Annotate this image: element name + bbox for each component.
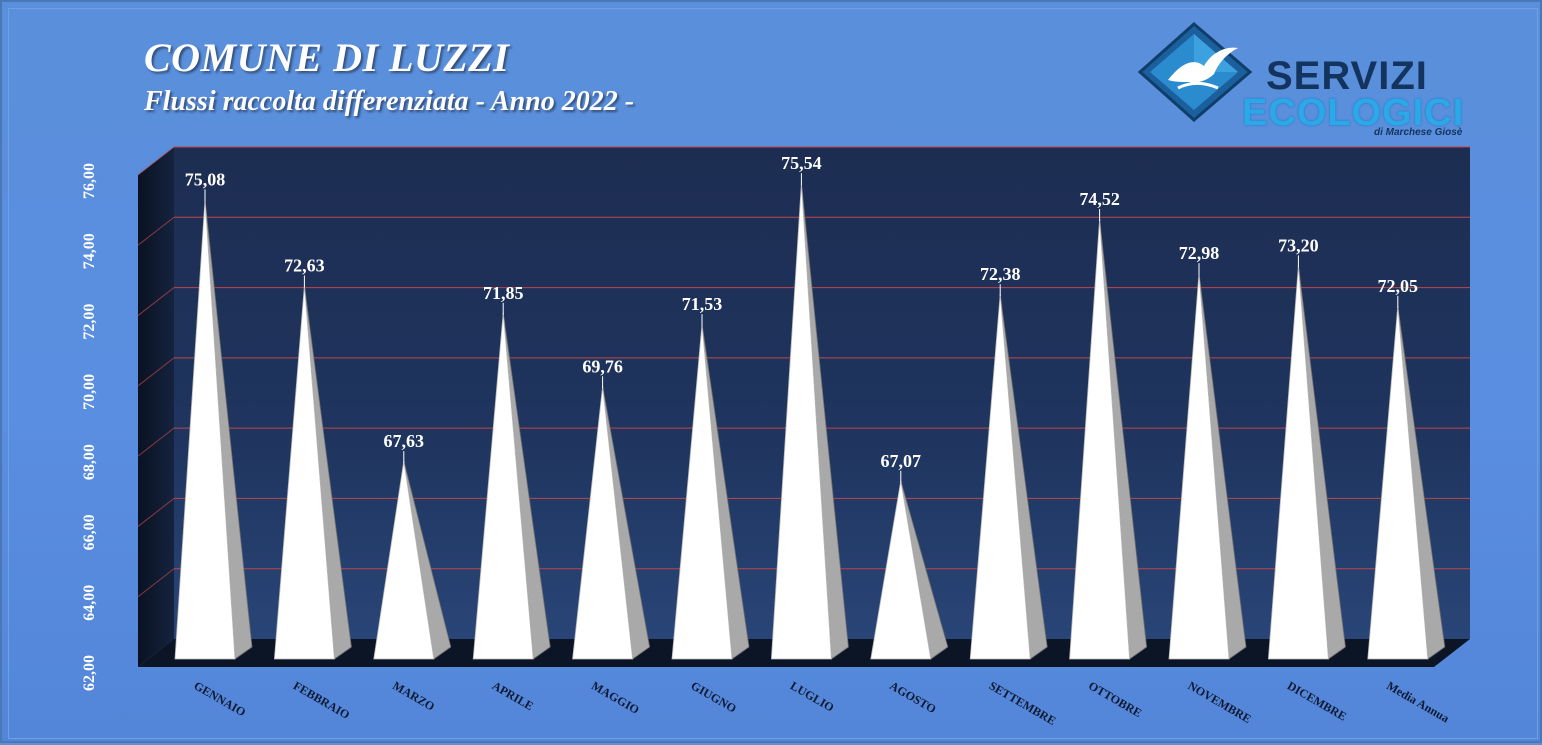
- bar-giugno: [671, 314, 750, 660]
- x-tick-label: MAGGIO: [589, 678, 642, 716]
- company-logo: SERVIZI ECOLOGICI di Marchese Giosè: [1138, 22, 1478, 152]
- grid-line-side: [137, 498, 175, 527]
- chart-subtitle: Flussi raccolta differenziata - Anno 202…: [144, 86, 635, 117]
- bar-dicembre: [1267, 255, 1346, 660]
- bar-luglio: [770, 173, 849, 660]
- x-tick-label: FEBBRAIO: [291, 678, 352, 721]
- bar-face: [273, 285, 335, 660]
- data-label: 73,20: [1278, 235, 1319, 255]
- y-tick-label: 66,00: [81, 514, 98, 550]
- bar-media-annua: [1367, 295, 1446, 660]
- side-wall: [138, 147, 174, 667]
- x-tick-label: GIUGNO: [689, 678, 739, 715]
- y-tick-label: 70,00: [81, 374, 98, 410]
- x-tick-label: MARZO: [390, 678, 437, 713]
- bar-face: [870, 480, 932, 660]
- y-tick-label: 72,00: [81, 304, 98, 340]
- data-label: 75,54: [781, 153, 822, 173]
- x-axis: GENNAIO FEBBRAIO MARZO APRILE MAGGIO GIUGNO LU…: [192, 678, 1452, 727]
- bar-maggio: [572, 376, 651, 660]
- y-tick-label: 76,00: [81, 163, 98, 199]
- x-tick-label: GENNAIO: [192, 678, 249, 719]
- data-label: 71,53: [682, 294, 723, 314]
- data-labels: 75,08 72,63 67,63 71,85 69,76 71,53 75,54 67,07…: [185, 153, 1418, 471]
- data-label: 74,52: [1079, 189, 1120, 209]
- bar-ottobre: [1069, 209, 1148, 660]
- bar-gennaio: [174, 189, 253, 660]
- bar-aprile: [472, 302, 551, 660]
- bar-face: [1267, 265, 1329, 660]
- bar-face: [1069, 218, 1131, 660]
- bar-marzo: [373, 451, 452, 660]
- grid-line-side: [137, 357, 175, 387]
- data-label: 67,07: [881, 451, 922, 471]
- chart-title: COMUNE DI LUZZI: [144, 35, 510, 80]
- bar-agosto: [870, 470, 949, 660]
- x-tick-label: OTTOBRE: [1086, 678, 1144, 720]
- y-axis: 62,00 64,00 66,00 68,00 70,00 72,00 74,00 76,00: [81, 163, 98, 691]
- data-label: 69,76: [582, 356, 623, 376]
- data-label: 72,63: [284, 255, 325, 275]
- x-tick-label: APRILE: [490, 678, 536, 713]
- bar-face: [373, 461, 435, 660]
- grid-line-side: [137, 568, 175, 598]
- y-tick-label: 74,00: [81, 233, 98, 269]
- data-label: 72,38: [980, 264, 1021, 284]
- bar-settembre: [969, 284, 1048, 660]
- bar-face: [671, 324, 733, 660]
- data-label: 67,63: [384, 431, 425, 451]
- logo-text-owner: di Marchese Giosè: [1374, 127, 1463, 138]
- x-tick-label: NOVEMBRE: [1186, 678, 1254, 725]
- data-label: 72,05: [1378, 276, 1419, 296]
- y-tick-label: 62,00: [81, 655, 98, 691]
- bar-face: [472, 312, 534, 660]
- grid-line-side: [137, 216, 175, 246]
- data-label: 72,98: [1179, 243, 1220, 263]
- grid-line-side: [137, 287, 175, 316]
- data-label: 71,85: [483, 283, 524, 303]
- data-label: 75,08: [185, 169, 226, 189]
- bar-face: [1168, 273, 1230, 660]
- bar-face: [969, 294, 1031, 660]
- seagull-diamond-icon: [1138, 22, 1253, 122]
- bar-face: [572, 386, 634, 660]
- x-tick-label: Media Annua: [1384, 678, 1451, 725]
- x-tick-label: SETTEMBRE: [987, 678, 1059, 727]
- data-series: [174, 173, 1446, 660]
- y-tick-label: 68,00: [81, 444, 98, 480]
- x-tick-label: DICEMBRE: [1285, 678, 1349, 723]
- bar-febbraio: [273, 275, 352, 660]
- bar-face: [1367, 305, 1429, 660]
- y-tick-label: 64,00: [81, 585, 98, 621]
- x-tick-label: LUGLIO: [788, 678, 837, 714]
- logo-text-servizi: SERVIZI: [1266, 54, 1428, 98]
- bar-face: [174, 199, 236, 660]
- grid-line-side: [137, 146, 175, 176]
- logo-text-ecologici: ECOLOGICI: [1242, 92, 1465, 134]
- bar-novembre: [1168, 263, 1247, 660]
- grid-line-side: [137, 427, 175, 457]
- bar-face: [770, 183, 832, 660]
- x-tick-label: AGOSTO: [887, 678, 938, 716]
